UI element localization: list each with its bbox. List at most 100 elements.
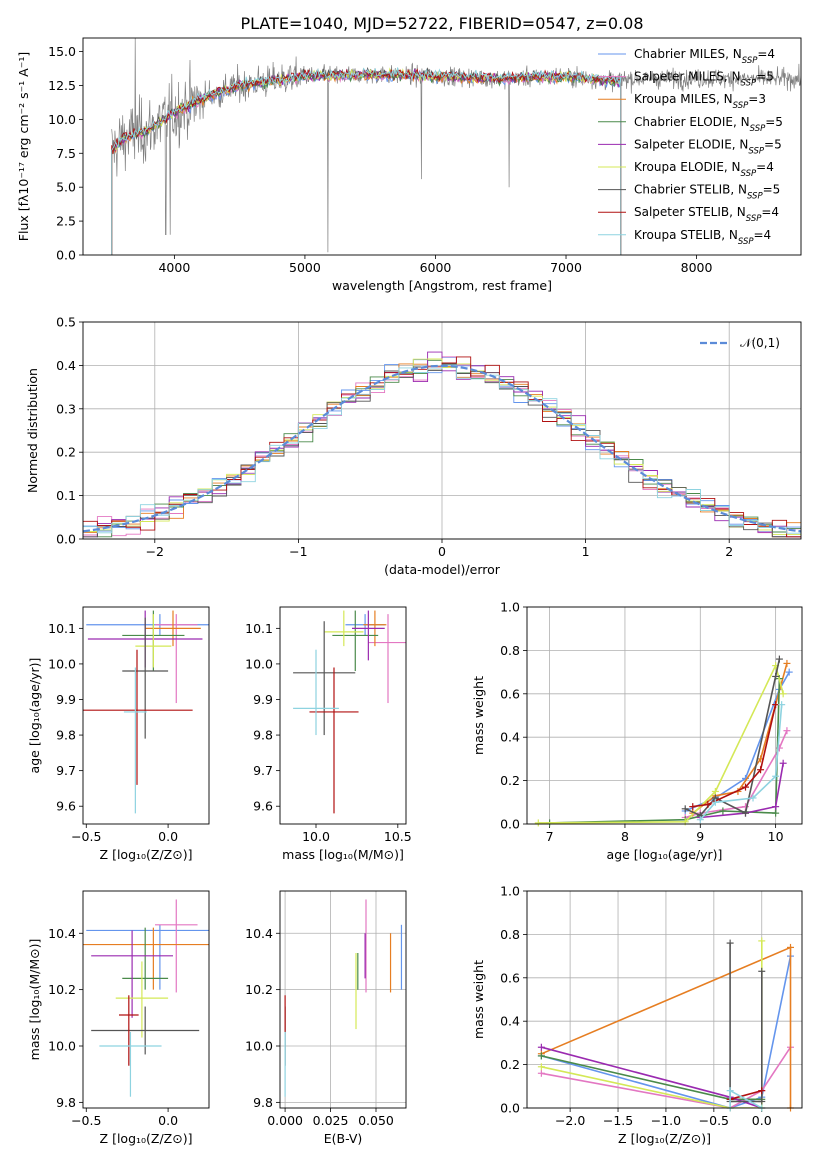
axes-frame	[82, 890, 210, 1109]
x-tick-label: 6000	[420, 260, 452, 275]
axes-frame	[526, 606, 803, 825]
y-tick-label: 0.6	[500, 970, 520, 985]
mass-weight-line	[700, 763, 784, 819]
y-tick-label: 10.0	[245, 656, 273, 671]
legend-entry: Kroupa MILES, NSSP=3	[634, 92, 766, 111]
mass-weight-line	[692, 704, 777, 808]
y-tick-label: 2.5	[56, 214, 76, 229]
normal-reference-curve	[82, 364, 802, 533]
y-tick-label: 9.8	[253, 728, 273, 743]
y-tick-label: 0.0	[56, 248, 76, 263]
y-tick-label: 0.2	[500, 773, 520, 788]
x-tick-label: −1.0	[651, 1113, 681, 1128]
y-axis-label: Normed distribution	[25, 368, 40, 493]
x-axis-label: Z [log₁₀(Z/Z⊙)]	[100, 847, 193, 862]
y-axis-label: mass weight	[471, 960, 486, 1039]
y-tick-label: 10.0	[48, 1039, 76, 1054]
y-tick-label: 0.0	[500, 1101, 520, 1116]
y-tick-label: 9.8	[56, 1095, 76, 1110]
x-axis-label: (data-model)/error	[384, 562, 501, 577]
legend-entry: Salpeter ELODIE, NSSP=5	[634, 137, 782, 156]
model-spectrum-line	[111, 67, 622, 255]
y-tick-label: 10.2	[245, 982, 273, 997]
y-tick-label: 9.6	[56, 799, 76, 814]
legend-entry: Chabrier MILES, NSSP=4	[634, 47, 775, 66]
figure-title: PLATE=1040, MJD=52722, FIBERID=0547, z=0…	[240, 14, 643, 33]
age-vs-mass-panel: 10.0 10.5 9.6 9.7 9.8 9.9 10.0 10.1 mass [log₁₀(…	[245, 606, 412, 862]
y-tick-label: 0.2	[500, 1057, 520, 1072]
axes-frame	[279, 606, 407, 825]
y-tick-label: 0.6	[500, 686, 520, 701]
legend-entry: Kroupa STELIB, NSSP=4	[634, 228, 771, 247]
legend-entry: Salpeter MILES, NSSP=5	[634, 70, 774, 89]
x-tick-label: −2	[146, 544, 164, 559]
y-tick-label: 0.1	[56, 488, 76, 503]
x-tick-label: −2.0	[555, 1113, 585, 1128]
y-tick-label: 9.8	[253, 1095, 273, 1110]
x-tick-label: 10.0	[302, 829, 330, 844]
model-spectrum-line	[111, 66, 622, 255]
x-tick-label: 1	[582, 544, 590, 559]
legend-entry: Kroupa ELODIE, NSSP=4	[634, 160, 774, 179]
y-tick-label: 0.0	[500, 817, 520, 832]
y-tick-label: 9.8	[56, 728, 76, 743]
model-spectrum-line	[111, 71, 622, 255]
y-tick-label: 0.3	[56, 401, 76, 416]
y-tick-label: 10.0	[48, 112, 76, 127]
y-tick-label: 9.9	[56, 692, 76, 707]
model-spectrum-line	[111, 69, 622, 255]
x-tick-label: 4000	[158, 260, 190, 275]
y-tick-label: 9.6	[253, 799, 273, 814]
y-tick-label: 10.1	[245, 621, 273, 636]
x-tick-label: 10	[768, 829, 784, 844]
x-axis-label: Z [log₁₀(Z/Z⊙)]	[618, 1131, 711, 1146]
massweight-vs-age-panel: 7 8 9 10 0.0 0.2 0.4 0.6 0.8 1.0 age [log₁₀(age/yr…	[471, 600, 803, 862]
y-tick-label: 9.7	[253, 763, 273, 778]
x-tick-label: −1	[289, 544, 307, 559]
x-axis-label: wavelength [Angstrom, rest frame]	[332, 278, 552, 293]
x-tick-label: 5000	[289, 260, 321, 275]
y-tick-label: 15.0	[48, 44, 76, 59]
y-tick-label: 7.5	[56, 146, 76, 161]
y-tick-label: 0.5	[56, 315, 76, 330]
y-tick-label: 10.4	[245, 926, 273, 941]
x-tick-label: 10.5	[384, 829, 412, 844]
massweight-vs-metallicity-panel: −2.0 −1.5 −1.0 −0.5 0.0 0.0 0.2 0.4 0.6 0.8 1.0 Z […	[471, 884, 803, 1146]
model-spectrum-line	[111, 68, 622, 255]
x-axis-label: E(B-V)	[324, 1131, 363, 1146]
y-tick-label: 10.0	[245, 1039, 273, 1054]
x-tick-label: 0.0	[752, 1113, 772, 1128]
mass-weight-line	[541, 940, 763, 1108]
x-tick-label: 7	[546, 829, 554, 844]
x-tick-label: 8000	[681, 260, 713, 275]
legend-entry: Salpeter STELIB, NSSP=4	[634, 205, 779, 224]
x-tick-label: 0.050	[358, 1113, 394, 1128]
axes-frame	[279, 890, 407, 1109]
mass-weight-line	[729, 1089, 763, 1101]
y-axis-label: age [log₁₀(age/yr)]	[27, 658, 42, 774]
y-tick-label: 10.2	[48, 982, 76, 997]
legend-entry: Chabrier STELIB, NSSP=5	[634, 183, 780, 202]
y-tick-label: 10.0	[48, 656, 76, 671]
x-axis-label: Z [log₁₀(Z/Z⊙)]	[100, 1131, 193, 1146]
x-tick-label: 0	[438, 544, 446, 559]
x-tick-label: 8	[621, 829, 629, 844]
y-tick-label: 9.7	[56, 763, 76, 778]
axes-frame	[82, 606, 210, 825]
y-tick-label: 0.2	[56, 445, 76, 460]
spectrum-panel: 4000 5000 6000 7000 8000 0.0 2.5 5.0 7.5 10.0 12.5…	[16, 37, 802, 293]
mass-weight-line	[549, 678, 781, 824]
mass-weight-line	[729, 943, 763, 1103]
y-tick-label: 0.4	[56, 358, 76, 373]
x-tick-label: 0.000	[267, 1113, 303, 1128]
model-spectrum-line	[111, 67, 622, 255]
mass-vs-reddening-panel: 0.000 0.025 0.050 9.8 10.0 10.2 10.4 E(B-V)	[245, 890, 407, 1146]
model-spectrum-line	[111, 69, 622, 255]
model-spectrum-line	[111, 68, 622, 255]
y-tick-label: 0.0	[56, 532, 76, 547]
legend-entry-normal: 𝒩(0,1)	[740, 336, 780, 350]
histogram-step-line	[83, 364, 801, 539]
x-tick-label: −0.5	[71, 1113, 101, 1128]
age-vs-metallicity-panel: −0.5 0.0 9.6 9.7 9.8 9.9 10.0 10.1 Z [log₁₀(Z/Z⊙…	[27, 606, 210, 862]
